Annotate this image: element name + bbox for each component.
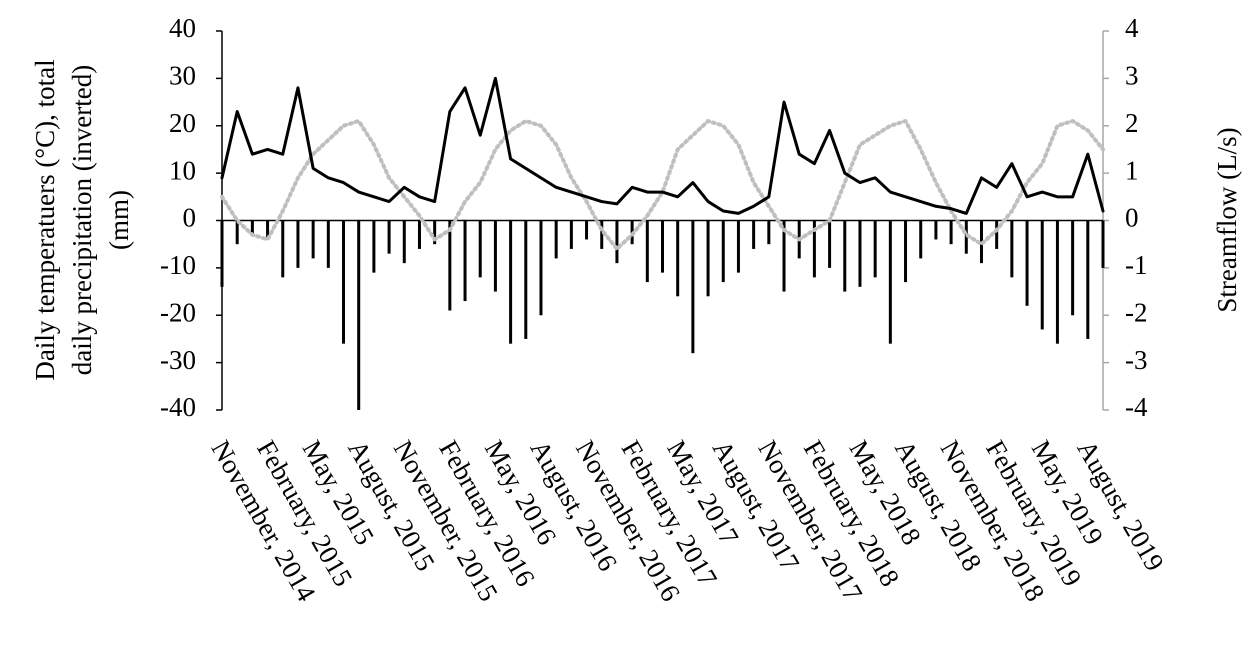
y-axis-label: Daily temperatuers (°C), total bbox=[30, 59, 60, 380]
precipitation-bar bbox=[509, 220, 513, 344]
precipitation-bar bbox=[843, 220, 847, 292]
y2-axis-label: Streamflow (L/s) bbox=[1212, 127, 1242, 312]
y-tick-label: -10 bbox=[160, 250, 196, 280]
y2-tick-label: -4 bbox=[1125, 392, 1148, 422]
y2-tick-label: 4 bbox=[1125, 13, 1139, 43]
precipitation-bar bbox=[357, 220, 361, 410]
y2-tick-label: 3 bbox=[1125, 61, 1139, 91]
y-tick-label: -30 bbox=[160, 345, 196, 375]
precipitation-bar bbox=[417, 220, 421, 249]
precipitation-bar bbox=[904, 220, 908, 283]
y-tick-label: -20 bbox=[160, 297, 196, 327]
precipitation-bar bbox=[600, 220, 604, 249]
precipitation-bar bbox=[736, 220, 740, 273]
precipitation-bar bbox=[342, 220, 346, 344]
y2-tick-label: -1 bbox=[1125, 250, 1148, 280]
precipitation-bar bbox=[1025, 220, 1029, 306]
precipitation-bar bbox=[615, 220, 619, 264]
y-axis-label: daily precipitation (inverted) bbox=[67, 65, 97, 375]
y-tick-label: 0 bbox=[183, 203, 197, 233]
precipitation-bar bbox=[752, 220, 756, 249]
precipitation-bar bbox=[888, 220, 892, 344]
precipitation-bar bbox=[281, 220, 285, 278]
precipitation-bar bbox=[326, 220, 330, 268]
precipitation-bar bbox=[235, 220, 239, 245]
precipitation-bar bbox=[919, 220, 923, 259]
precipitation-bar bbox=[645, 220, 649, 283]
precipitation-bar bbox=[812, 220, 816, 278]
precipitation-bar bbox=[585, 220, 589, 240]
precipitation-bar bbox=[448, 220, 452, 311]
precipitation-bar bbox=[569, 220, 573, 249]
precipitation-bar bbox=[721, 220, 725, 283]
y2-tick-label: 1 bbox=[1125, 155, 1139, 185]
precipitation-bar bbox=[250, 220, 254, 235]
y-tick-label: 20 bbox=[169, 108, 196, 138]
precipitation-bar bbox=[493, 220, 497, 292]
precipitation-bar bbox=[767, 220, 771, 245]
precipitation-bar bbox=[949, 220, 953, 245]
precipitation-bar bbox=[296, 220, 300, 268]
y2-tick-label: 0 bbox=[1125, 203, 1139, 233]
precipitation-bar bbox=[372, 220, 376, 273]
precipitation-bar bbox=[266, 220, 270, 240]
precipitation-bar bbox=[1071, 220, 1075, 316]
y-tick-label: -40 bbox=[160, 392, 196, 422]
y-tick-label: 10 bbox=[169, 155, 196, 185]
y2-tick-label: -2 bbox=[1125, 297, 1148, 327]
precipitation-bar bbox=[676, 220, 680, 297]
precipitation-bar bbox=[554, 220, 558, 259]
y-tick-label: 30 bbox=[169, 61, 196, 91]
precipitation-bar bbox=[524, 220, 528, 339]
precipitation-bar bbox=[1101, 220, 1105, 268]
precipitation-bar bbox=[433, 220, 437, 245]
precipitation-bar bbox=[1055, 220, 1059, 344]
precipitation-bar bbox=[311, 220, 315, 259]
streamflow-line bbox=[220, 76, 1105, 215]
y2-tick-label: 2 bbox=[1125, 108, 1139, 138]
precipitation-bar bbox=[858, 220, 862, 287]
y-axis-label: (mm) bbox=[104, 190, 134, 250]
precipitation-bar bbox=[1010, 220, 1014, 278]
precipitation-bar bbox=[220, 220, 224, 287]
precipitation-bar bbox=[873, 220, 877, 278]
precipitation-bar bbox=[661, 220, 664, 273]
precipitation-bar bbox=[539, 220, 543, 316]
precipitation-bar bbox=[402, 220, 406, 264]
precipitation-bar bbox=[706, 220, 710, 297]
precipitation-bar bbox=[1086, 220, 1090, 339]
precipitation-bar bbox=[1040, 220, 1044, 330]
precipitation-bar bbox=[782, 220, 786, 292]
precipitation-bar bbox=[463, 220, 467, 302]
precipitation-bar bbox=[828, 220, 832, 268]
precipitation-bar bbox=[387, 220, 391, 254]
precipitation-bar bbox=[478, 220, 482, 278]
precipitation-bar bbox=[995, 220, 999, 249]
precipitation-bar bbox=[964, 220, 968, 254]
y-tick-label: 40 bbox=[169, 13, 196, 43]
y2-tick-label: -3 bbox=[1125, 345, 1148, 375]
precipitation-bar bbox=[934, 220, 938, 240]
precipitation-bar bbox=[691, 220, 695, 354]
